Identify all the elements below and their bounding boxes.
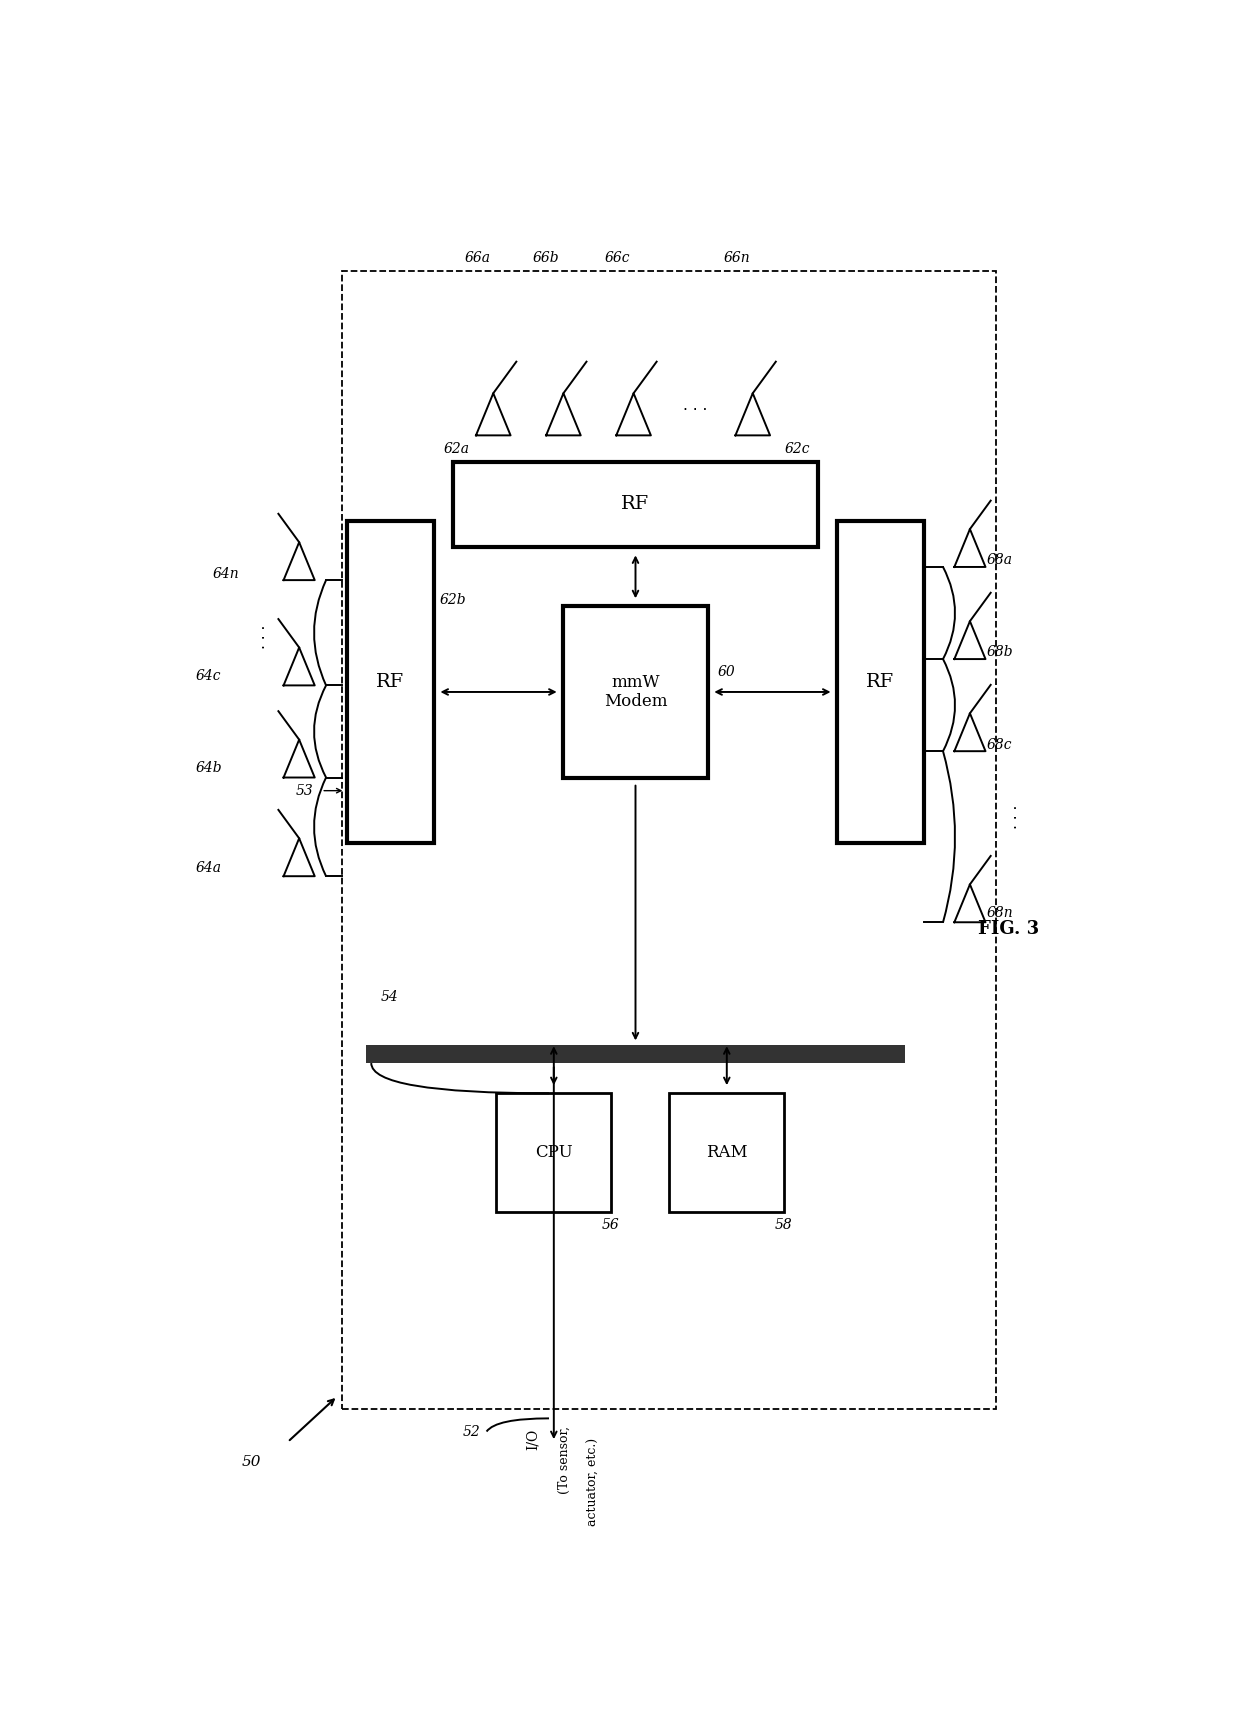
Text: 64c: 64c — [196, 670, 221, 684]
Text: 56: 56 — [601, 1219, 620, 1232]
Text: 66c: 66c — [605, 251, 630, 265]
Text: . . .: . . . — [253, 624, 268, 649]
Text: 58: 58 — [775, 1219, 792, 1232]
Bar — [453, 461, 818, 547]
Text: I/O: I/O — [526, 1429, 539, 1449]
Text: 53: 53 — [295, 784, 312, 798]
Text: 50: 50 — [242, 1454, 260, 1468]
Text: mmW
Modem: mmW Modem — [604, 673, 667, 711]
Text: 62b: 62b — [439, 593, 466, 607]
Text: . . .: . . . — [1004, 805, 1019, 829]
Text: 64a: 64a — [196, 861, 222, 875]
Bar — [367, 1044, 905, 1063]
Text: 68a: 68a — [986, 554, 1012, 567]
Text: RAM: RAM — [706, 1143, 748, 1160]
Text: 66a: 66a — [465, 251, 491, 265]
Bar — [837, 521, 924, 843]
Text: RF: RF — [376, 673, 404, 690]
Text: 64n: 64n — [213, 567, 239, 581]
Text: FIG. 3: FIG. 3 — [978, 919, 1039, 938]
Bar — [670, 1094, 785, 1212]
Text: 68b: 68b — [986, 646, 1013, 660]
Text: 60: 60 — [717, 665, 735, 678]
Text: 68n: 68n — [986, 906, 1013, 919]
Text: 68c: 68c — [986, 738, 1012, 752]
Text: CPU: CPU — [534, 1143, 573, 1160]
Text: (To sensor,: (To sensor, — [558, 1427, 570, 1494]
Text: RF: RF — [621, 496, 650, 513]
Text: RF: RF — [867, 673, 895, 690]
Text: 66b: 66b — [533, 251, 559, 265]
Text: 66n: 66n — [724, 251, 750, 265]
Text: 54: 54 — [381, 990, 398, 1005]
Bar — [496, 1094, 611, 1212]
Text: 62a: 62a — [444, 441, 469, 456]
Text: actuator, etc.): actuator, etc.) — [587, 1437, 600, 1526]
Bar — [347, 521, 434, 843]
Text: 64b: 64b — [196, 761, 222, 776]
Bar — [342, 272, 996, 1410]
Text: 52: 52 — [463, 1425, 480, 1439]
Bar — [563, 607, 708, 778]
Text: . . .: . . . — [683, 398, 707, 412]
Text: 62c: 62c — [785, 441, 810, 456]
